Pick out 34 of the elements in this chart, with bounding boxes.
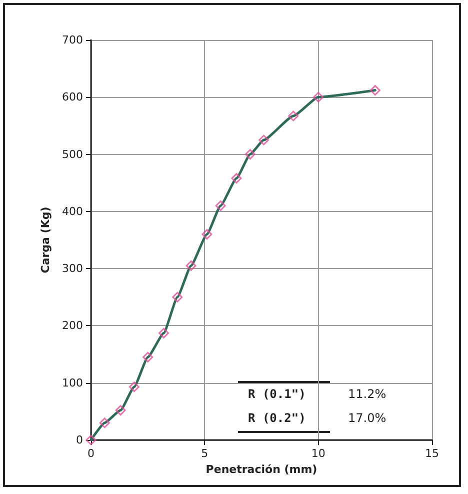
point — [202, 229, 212, 240]
point — [115, 405, 126, 416]
point — [186, 260, 196, 271]
y-axis-title: Carga (Kg) — [39, 206, 52, 274]
point — [244, 149, 256, 160]
point — [86, 434, 96, 446]
point — [142, 352, 154, 362]
point — [231, 173, 242, 184]
y-tick-label: 100 — [62, 376, 83, 390]
point — [99, 418, 110, 428]
y-tick-label: 200 — [62, 319, 83, 332]
y-tick-label: 500 — [62, 148, 83, 161]
x-tick-label: 5 — [201, 447, 208, 460]
point — [288, 110, 299, 122]
x-tick-label: 10 — [311, 447, 326, 460]
x-axis-title: Penetración (mm) — [206, 462, 318, 476]
y-tick-label: 400 — [62, 204, 83, 218]
x-tick-label: 0 — [88, 447, 94, 460]
y-tick-label: 0 — [76, 434, 83, 446]
annotation: R (0.1") — [248, 387, 306, 401]
point — [313, 92, 324, 102]
annotation: 17.0% — [348, 411, 386, 425]
x-tick-label: 15 — [425, 447, 439, 460]
y-tick-label: 700 — [62, 34, 83, 46]
point — [215, 200, 226, 211]
annotation: R (0.2") — [248, 411, 306, 425]
y-tick-label: 600 — [62, 90, 83, 104]
point — [172, 292, 183, 302]
point — [128, 382, 140, 392]
point — [158, 328, 169, 338]
y-tick-label: 300 — [62, 262, 83, 276]
annotation: 11.2% — [348, 387, 386, 401]
point — [258, 134, 270, 146]
point — [370, 85, 380, 96]
